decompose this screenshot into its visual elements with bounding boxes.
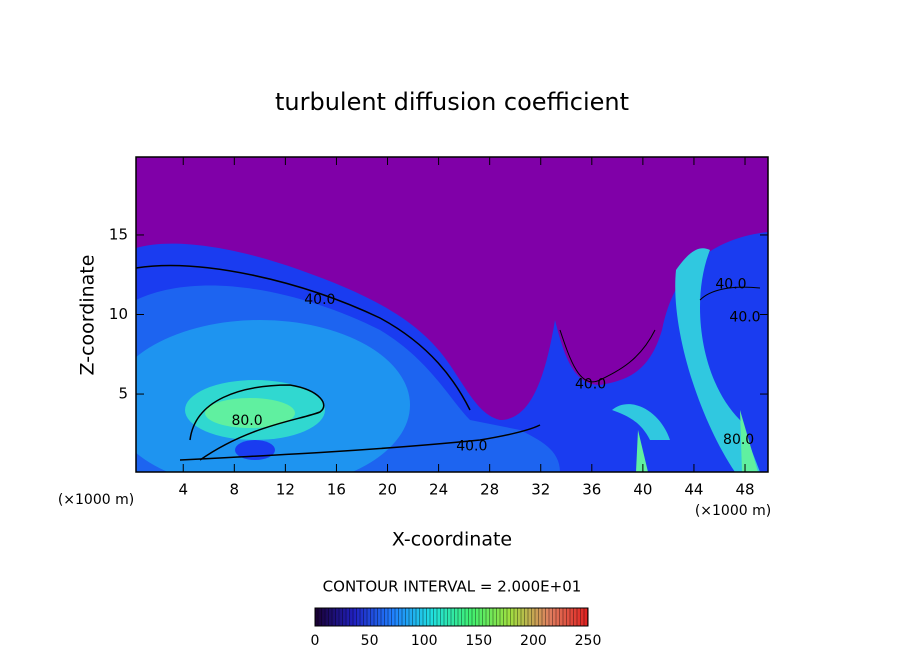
colorbar: 0 50 100 150 200 250: [311, 607, 602, 649]
colorbar-tick-label: 0: [311, 633, 320, 649]
chart-title: turbulent diffusion coefficient: [275, 88, 629, 116]
x-tick-label: 8: [230, 481, 240, 499]
x-unit: (×1000 m): [695, 503, 771, 519]
x-unit: (×1000 m): [58, 492, 134, 508]
colorbar-tick-label: 200: [520, 633, 547, 649]
x-tick-label: 28: [480, 481, 499, 499]
x-tick-label: 16: [327, 481, 346, 499]
contour-label: 40.0: [304, 292, 335, 308]
x-tick-label: 32: [531, 481, 550, 499]
x-tick-label: 4: [178, 481, 188, 499]
contour-label: 40.0: [575, 377, 606, 393]
y-axis-label: Z-coordinate: [77, 255, 99, 376]
contour-label: 40.0: [456, 439, 487, 455]
colorbar-fill: [314, 607, 589, 627]
x-axis-label: X-coordinate: [392, 529, 512, 551]
field: [136, 157, 768, 472]
x-tick-label: 20: [378, 481, 397, 499]
y-tick-label: 5: [118, 385, 128, 403]
contour-label: 40.0: [715, 276, 746, 292]
x-tick-label: 48: [735, 481, 754, 499]
x-tick-label: 24: [429, 481, 448, 499]
y-tick-label: 15: [109, 225, 128, 243]
contour-label: 80.0: [723, 432, 754, 448]
x-tick-label: 12: [276, 481, 295, 499]
contour-label: 80.0: [231, 413, 262, 429]
y-tick-label: 10: [109, 305, 128, 323]
colorbar-tick-label: 250: [575, 633, 602, 649]
contour-interval: CONTOUR INTERVAL = 2.000E+01: [323, 578, 582, 596]
colorbar-tick-label: 150: [465, 633, 492, 649]
x-tick-label: 40: [633, 481, 652, 499]
x-tick-label: 44: [684, 481, 703, 499]
x-tick-label: 36: [582, 481, 601, 499]
colorbar-tick-label: 50: [361, 633, 379, 649]
colorbar-tick-label: 100: [411, 633, 438, 649]
contour-label: 40.0: [729, 310, 760, 326]
